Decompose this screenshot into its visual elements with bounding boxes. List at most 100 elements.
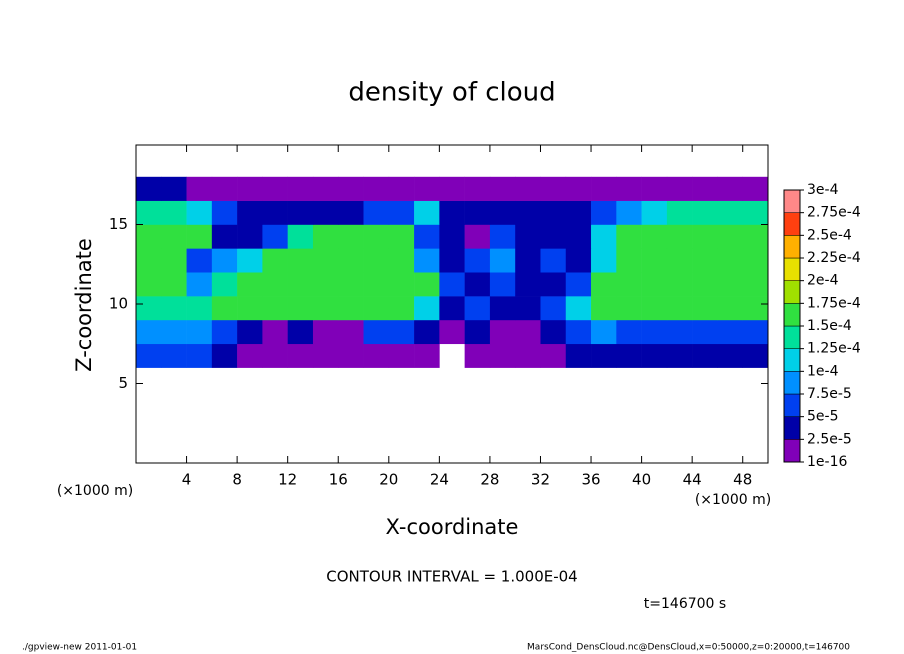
colorbar-tick-label: 1.75e-4	[807, 295, 861, 311]
heatmap-cell	[211, 343, 238, 368]
heatmap-cell	[464, 200, 491, 225]
heatmap-cell	[262, 248, 288, 273]
heatmap-cell	[742, 319, 769, 345]
heatmap-cell	[540, 343, 567, 368]
heatmap-cell	[489, 296, 516, 321]
heatmap-cell	[363, 176, 390, 201]
colorbar-tick-label: 3e-4	[807, 182, 839, 198]
heatmap	[136, 176, 769, 368]
heatmap-cell	[136, 200, 162, 225]
heatmap-cell	[287, 248, 314, 273]
heatmap-cell	[515, 248, 541, 273]
heatmap-cell	[161, 248, 187, 273]
heatmap-cell	[161, 272, 187, 297]
heatmap-cell	[641, 176, 668, 201]
heatmap-cell	[692, 248, 718, 273]
colorbar-tick-label: 1e-4	[807, 363, 839, 379]
heatmap-cell	[262, 343, 288, 368]
y-tick-label: 15	[109, 215, 128, 233]
heatmap-cell	[388, 176, 415, 201]
colorbar-tick-label: 2e-4	[807, 273, 839, 289]
footer-right: MarsCond_DensCloud.nc@DensCloud,x=0:5000…	[527, 643, 850, 653]
heatmap-cell	[287, 272, 314, 297]
heatmap-cell	[211, 224, 238, 249]
heatmap-cell	[717, 343, 744, 368]
heatmap-cell	[388, 248, 415, 273]
heatmap-cell	[186, 200, 213, 225]
heatmap-cell	[439, 176, 465, 201]
heatmap-cell	[641, 248, 668, 273]
heatmap-cell	[211, 272, 238, 297]
heatmap-cell	[338, 176, 364, 201]
heatmap-cell	[692, 176, 718, 201]
colorbar-tick-label: 5e-5	[807, 409, 838, 425]
heatmap-cell	[666, 296, 693, 321]
heatmap-cell	[363, 224, 390, 249]
heatmap-cell	[717, 224, 744, 249]
y-tick-label: 10	[109, 295, 128, 313]
heatmap-cell	[211, 248, 238, 273]
heatmap-cell	[565, 176, 592, 201]
heatmap-cell	[616, 248, 642, 273]
x-tick-label: 12	[278, 471, 297, 489]
heatmap-cell	[338, 248, 364, 273]
colorbar-tick-label: 2.5e-5	[807, 431, 852, 447]
heatmap-cell	[414, 200, 440, 225]
heatmap-cell	[591, 200, 617, 225]
colorbar-tick-label: 2.25e-4	[807, 250, 861, 266]
heatmap-cell	[692, 200, 718, 225]
heatmap-cell	[742, 248, 769, 273]
heatmap-cell	[312, 224, 339, 249]
heatmap-cell	[742, 343, 769, 368]
heatmap-cell	[287, 319, 314, 345]
footer-left: ./gpview-new 2011-01-01	[22, 643, 137, 653]
heatmap-cell	[489, 200, 516, 225]
heatmap-cell	[388, 272, 415, 297]
heatmap-cell	[262, 319, 288, 345]
heatmap-cell	[211, 319, 238, 345]
heatmap-cell	[414, 296, 440, 321]
heatmap-cell	[312, 296, 339, 321]
x-tick-label: 40	[632, 471, 651, 489]
heatmap-cell	[312, 176, 339, 201]
heatmap-cell	[666, 272, 693, 297]
heatmap-cell	[287, 200, 314, 225]
heatmap-cell	[489, 272, 516, 297]
heatmap-cell	[312, 248, 339, 273]
heatmap-cell	[186, 272, 213, 297]
x-tick-label: 36	[581, 471, 600, 489]
heatmap-cell	[515, 224, 541, 249]
heatmap-cell	[414, 224, 440, 249]
heatmap-cell	[186, 248, 213, 273]
heatmap-cell	[717, 176, 744, 201]
heatmap-cell	[742, 272, 769, 297]
heatmap-cell	[489, 319, 516, 345]
heatmap-cell	[237, 319, 263, 345]
x-unit-left: (×1000 m)	[57, 483, 133, 499]
heatmap-cell	[262, 200, 288, 225]
heatmap-cell	[565, 343, 592, 368]
heatmap-cell	[237, 272, 263, 297]
heatmap-cell	[591, 343, 617, 368]
x-tick-label: 8	[232, 471, 242, 489]
heatmap-cell	[666, 200, 693, 225]
heatmap-cell	[363, 343, 390, 368]
heatmap-cell	[666, 224, 693, 249]
heatmap-cell	[666, 343, 693, 368]
heatmap-cell	[388, 296, 415, 321]
heatmap-cell	[616, 272, 642, 297]
heatmap-cell	[464, 224, 491, 249]
colorbar-box	[783, 189, 801, 213]
heatmap-cell	[237, 224, 263, 249]
colorbar-tick-label: 1.25e-4	[807, 341, 861, 357]
heatmap-cell	[565, 319, 592, 345]
x-tick-label: 20	[379, 471, 398, 489]
heatmap-cell	[540, 296, 567, 321]
colorbar-tick-label: 1.5e-4	[807, 318, 852, 334]
heatmap-cell	[489, 176, 516, 201]
heatmap-cell	[186, 343, 213, 368]
heatmap-cell	[565, 272, 592, 297]
heatmap-cell	[692, 319, 718, 345]
heatmap-cell	[262, 224, 288, 249]
x-tick-label: 24	[430, 471, 449, 489]
